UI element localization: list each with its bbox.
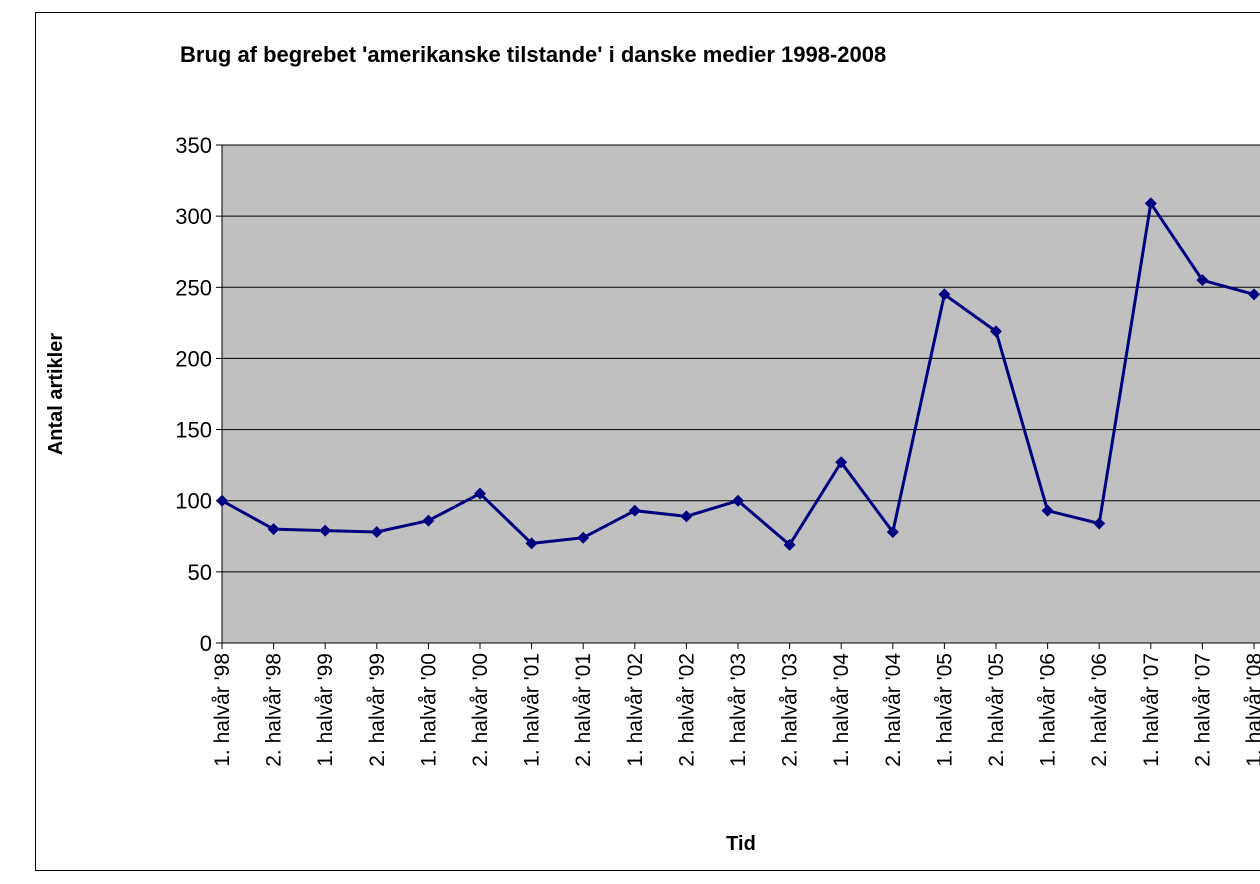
y-tick-label: 150	[175, 418, 212, 443]
y-tick-label: 50	[188, 560, 212, 585]
data-point	[938, 288, 951, 301]
x-tick-label: 1. halvår '00	[417, 653, 440, 767]
x-tick-label: 2. halvår '99	[366, 653, 389, 767]
y-tick-label: 250	[175, 275, 212, 300]
data-point	[1041, 504, 1054, 517]
y-tick-label: 200	[175, 346, 212, 371]
x-tick-label: 2. halvår '06	[1088, 653, 1111, 767]
x-tick-label: 2. halvår '05	[985, 653, 1008, 767]
x-tick-label: 1. halvår '05	[933, 653, 956, 767]
data-point	[1093, 517, 1106, 530]
y-tick-label: 350	[175, 133, 212, 158]
x-tick-label: 1. halvår '99	[314, 653, 337, 767]
chart-title: Brug af begrebet 'amerikanske tilstande'…	[180, 42, 886, 67]
x-tick-label: 1. halvår '03	[727, 653, 750, 767]
data-point	[319, 524, 332, 537]
x-tick-label: 1. halvår '06	[1037, 653, 1060, 767]
x-tick-label: 2. halvår '00	[469, 653, 492, 767]
data-point	[1144, 197, 1157, 210]
x-tick-label: 2. halvår '04	[882, 653, 905, 767]
x-tick-label: 2. halvår '01	[572, 653, 595, 767]
y-tick-label: 100	[175, 489, 212, 514]
x-tick-label: 1. halvår '08	[1243, 653, 1260, 767]
data-point	[628, 504, 641, 517]
x-tick-label: 1. halvår '04	[830, 653, 853, 767]
data-point	[422, 514, 435, 527]
data-point	[216, 494, 228, 507]
x-tick-label: 1. halvår '07	[1140, 653, 1163, 767]
plot-area	[222, 145, 1260, 643]
data-point	[267, 523, 280, 536]
y-tick-label: 0	[200, 631, 212, 656]
data-point	[370, 526, 383, 539]
data-point	[577, 531, 590, 544]
y-tick-label: 300	[175, 204, 212, 229]
plot: 0 50 100 150 200 250 300 350 1. halvår '98 2. hal…	[175, 133, 1260, 767]
data-point	[990, 325, 1002, 338]
data-point	[680, 510, 693, 523]
x-axis-label: Tid	[726, 833, 756, 855]
data-point	[886, 526, 899, 539]
x-tick-label: 1. halvår '98	[211, 653, 234, 767]
data-point	[474, 487, 486, 500]
x-tick-label: 2. halvår '98	[263, 653, 286, 767]
data-point	[1196, 274, 1209, 287]
data-point	[732, 494, 744, 507]
data-point	[525, 537, 538, 550]
data-point	[1248, 288, 1260, 301]
x-tick-label: 2. halvår '03	[779, 653, 802, 767]
y-axis-label: Antal artikler	[45, 333, 67, 455]
x-tick-label: 2. halvår '07	[1191, 653, 1214, 767]
x-tick-label: 2. halvår '02	[675, 653, 698, 767]
x-tick-label: 1. halvår '02	[624, 653, 647, 767]
data-point	[835, 456, 848, 469]
x-tick-label: 1. halvår '01	[521, 653, 544, 767]
data-point	[783, 538, 796, 551]
